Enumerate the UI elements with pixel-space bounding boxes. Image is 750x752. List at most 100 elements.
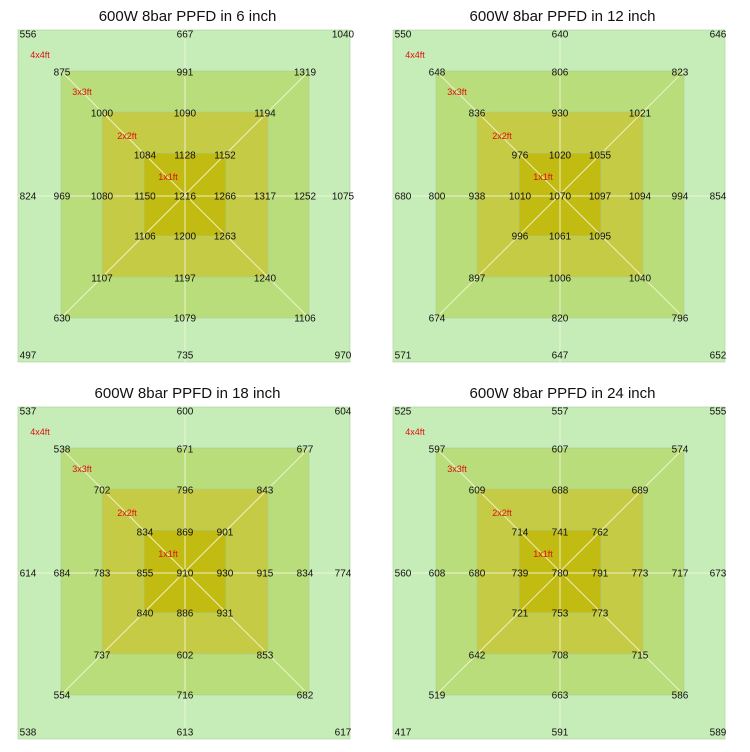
ppfd-value: 688	[551, 485, 569, 497]
ppfd-value: 556	[19, 29, 37, 41]
ppfd-value: 843	[256, 485, 274, 497]
ppfd-value: 1020	[548, 150, 572, 162]
ppfd-value: 875	[53, 67, 71, 79]
ppfd-value: 938	[468, 191, 486, 203]
zone-label: 2x2ft	[117, 508, 137, 518]
ppfd-value: 1200	[173, 231, 197, 243]
ppfd-value: 674	[428, 313, 446, 325]
ppfd-value: 1150	[134, 191, 156, 203]
ppfd-value: 796	[176, 485, 194, 497]
ppfd-value: 930	[551, 108, 569, 120]
ppfd-value: 557	[551, 406, 569, 418]
ppfd-value: 823	[671, 67, 689, 79]
ppfd-value: 417	[394, 727, 412, 739]
zone-label: 4x4ft	[405, 427, 425, 437]
ppfd-value: 1055	[588, 150, 612, 162]
ppfd-value: 735	[176, 350, 194, 362]
zone-label: 2x2ft	[492, 508, 512, 518]
ppfd-value: 796	[671, 313, 689, 325]
ppfd-value: 901	[216, 527, 234, 539]
ppfd-value: 684	[53, 568, 71, 580]
ppfd-value: 853	[256, 650, 274, 662]
ppfd-value: 597	[428, 444, 446, 456]
ppfd-value: 739	[511, 568, 529, 580]
ppfd-value: 652	[709, 350, 727, 362]
ppfd-value: 800	[428, 191, 446, 203]
ppfd-value: 1317	[253, 191, 277, 203]
ppfd-value: 600	[176, 406, 194, 418]
ppfd-value: 591	[551, 727, 569, 739]
chart-title: 600W 8bar PPFD in 12 inch	[469, 8, 656, 25]
ppfd-value: 574	[671, 444, 689, 456]
ppfd-value: 1010	[508, 191, 532, 203]
ppfd-value: 1194	[254, 108, 276, 120]
ppfd-value: 647	[551, 350, 569, 362]
ppfd-value: 667	[176, 29, 194, 41]
ppfd-value: 1197	[174, 273, 196, 285]
ppfd-map	[392, 406, 726, 740]
ppfd-value: 538	[53, 444, 71, 456]
ppfd-value: 897	[468, 273, 486, 285]
ppfd-value: 673	[709, 568, 727, 580]
ppfd-value: 886	[176, 608, 194, 620]
ppfd-value: 969	[53, 191, 71, 203]
ppfd-value: 910	[176, 568, 194, 580]
ppfd-value: 1079	[173, 313, 197, 325]
ppfd-value: 550	[394, 29, 412, 41]
zone-label: 1x1ft	[158, 549, 178, 559]
ppfd-value: 607	[551, 444, 569, 456]
zone-label: 1x1ft	[533, 172, 553, 182]
ppfd-panel: 600W 8bar PPFD in 6 inch 4x4ft 3x3ft 2x2ft 1…	[0, 0, 375, 375]
ppfd-value: 525	[394, 406, 412, 418]
ppfd-value: 537	[19, 406, 37, 418]
ppfd-value: 1152	[214, 150, 236, 162]
ppfd-value: 834	[136, 527, 154, 539]
ppfd-value: 1090	[173, 108, 197, 120]
ppfd-value: 571	[394, 350, 412, 362]
ppfd-value: 613	[176, 727, 194, 739]
ppfd-value: 560	[394, 568, 412, 580]
ppfd-value: 646	[709, 29, 727, 41]
ppfd-value: 1106	[294, 313, 316, 325]
ppfd-value: 1128	[174, 150, 196, 162]
ppfd-value: 840	[136, 608, 154, 620]
ppfd-value: 519	[428, 690, 446, 702]
ppfd-value: 1095	[588, 231, 612, 243]
ppfd-value: 614	[19, 568, 37, 580]
zone-label: 3x3ft	[447, 87, 467, 97]
ppfd-value: 1266	[213, 191, 237, 203]
ppfd-value: 737	[93, 650, 111, 662]
ppfd-value: 538	[19, 727, 37, 739]
ppfd-value: 834	[296, 568, 314, 580]
ppfd-value: 1040	[628, 273, 652, 285]
ppfd-value: 608	[428, 568, 446, 580]
ppfd-value: 680	[394, 191, 412, 203]
ppfd-value: 1080	[90, 191, 114, 203]
zone-label: 3x3ft	[72, 464, 92, 474]
ppfd-value: 836	[468, 108, 486, 120]
ppfd-value: 806	[551, 67, 569, 79]
ppfd-value: 1075	[331, 191, 355, 203]
ppfd-map	[17, 406, 351, 740]
ppfd-value: 680	[468, 568, 486, 580]
ppfd-value: 708	[551, 650, 569, 662]
ppfd-value: 715	[631, 650, 649, 662]
ppfd-value: 976	[511, 150, 529, 162]
ppfd-value: 1084	[133, 150, 157, 162]
chart-title: 600W 8bar PPFD in 18 inch	[94, 385, 281, 402]
ppfd-value: 689	[631, 485, 649, 497]
ppfd-panel: 600W 8bar PPFD in 24 inch 4x4ft 3x3ft 2x2ft…	[375, 377, 750, 752]
ppfd-value: 589	[709, 727, 727, 739]
zone-label: 3x3ft	[72, 87, 92, 97]
ppfd-value: 702	[93, 485, 111, 497]
ppfd-value: 642	[468, 650, 486, 662]
zone-label: 4x4ft	[30, 427, 50, 437]
ppfd-value: 1216	[173, 191, 197, 203]
ppfd-value: 854	[709, 191, 727, 203]
ppfd-value: 1070	[548, 191, 572, 203]
ppfd-value: 762	[591, 527, 609, 539]
ppfd-value: 555	[709, 406, 727, 418]
ppfd-value: 820	[551, 313, 569, 325]
ppfd-map	[392, 29, 726, 363]
ppfd-value: 996	[511, 231, 529, 243]
